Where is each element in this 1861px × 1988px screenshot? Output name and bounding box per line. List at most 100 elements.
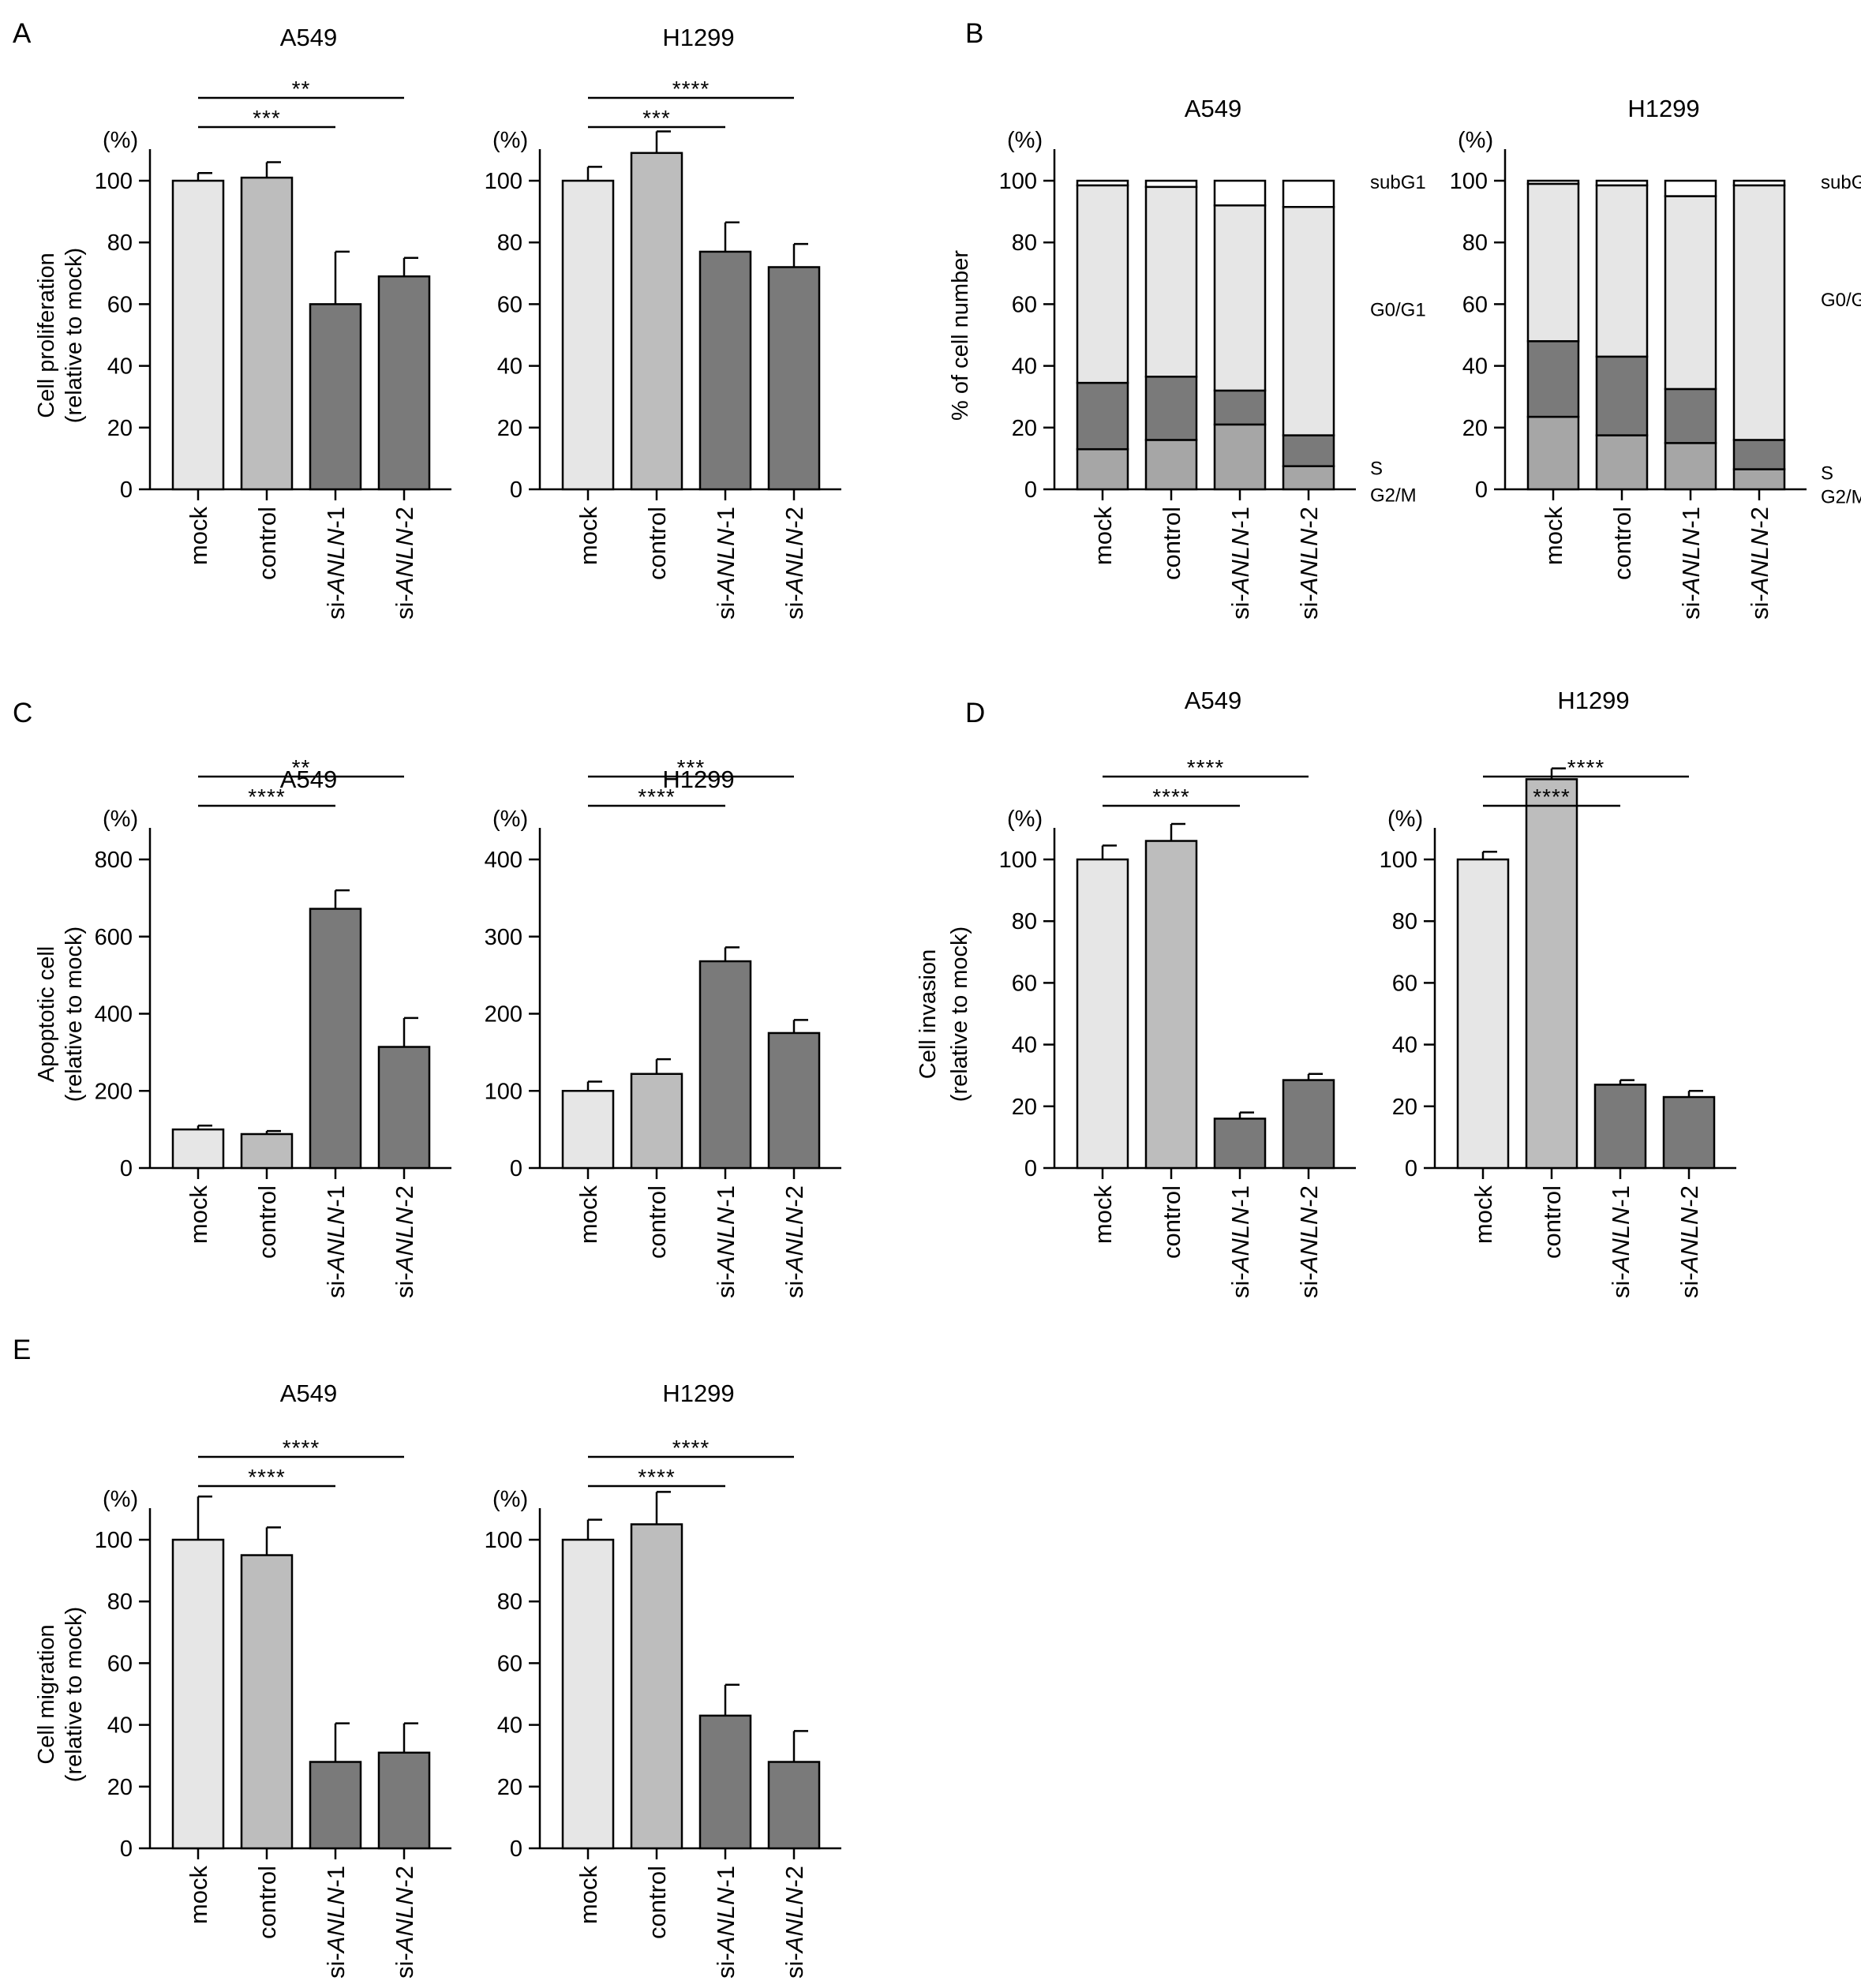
category-label-part: ANLN (391, 1207, 418, 1274)
y-tick-label: 80 (1462, 230, 1488, 256)
category-label: si-ANLN-1 (1226, 1185, 1254, 1298)
segment-s-control (1144, 376, 1198, 441)
bar-si-anln-1 (309, 908, 362, 1170)
y-tick-label: 100 (999, 169, 1037, 194)
chart-title: H1299 (662, 766, 734, 793)
y-axis-subtitle: (relative to mock) (62, 927, 87, 1102)
y-tick-label: 0 (510, 477, 522, 503)
category-label-part: si- (1226, 1272, 1254, 1298)
category-label-part: -2 (781, 507, 808, 529)
y-tick-label: 20 (107, 1775, 133, 1800)
significance-label: **** (1533, 784, 1571, 809)
y-tick-label: 60 (1392, 971, 1417, 996)
segment-g0g1-si-anln-2 (1282, 205, 1335, 436)
bar-si-anln-2 (1662, 1095, 1716, 1170)
significance-label: *** (642, 106, 671, 130)
segment-g2m-mock (1076, 447, 1129, 491)
category-label-part: ANLN (1295, 1207, 1323, 1274)
panel-letter: A (13, 18, 32, 49)
panel-letter: B (965, 18, 983, 49)
category-label: control (1158, 507, 1185, 580)
segment-g2m-control (1144, 439, 1198, 491)
segment-subg1-control (1144, 179, 1198, 189)
category-label-part: -2 (391, 1185, 418, 1207)
chart-title: H1299 (662, 24, 734, 51)
y-axis-subtitle: (relative to mock) (62, 248, 87, 423)
y-tick-label: 100 (95, 169, 133, 194)
category-label-part: ANLN (712, 528, 740, 595)
bar-mock (1456, 858, 1510, 1170)
category-label-part: -1 (712, 1866, 740, 1888)
segment-s-si-anln-2 (1282, 434, 1335, 467)
y-axis-subtitle: (relative to mock) (62, 1607, 87, 1782)
category-label: si-ANLN-2 (1746, 507, 1773, 620)
y-unit-label: (%) (1387, 807, 1423, 832)
significance-label: **** (638, 784, 676, 809)
category-label: si-ANLN-1 (712, 1185, 740, 1298)
panel-D: D Cell invasion (relative to mock) A549 (%) 0… (916, 687, 1736, 1298)
chart-title: A549 (1185, 687, 1241, 714)
category-label-part: ANLN (1226, 528, 1254, 595)
segment-s-si-anln-1 (1213, 389, 1267, 426)
category-label-part: ANLN (322, 1207, 350, 1274)
category-label-part: ANLN (1295, 528, 1323, 595)
y-tick-label: 100 (1380, 848, 1417, 873)
category-label: control (643, 1185, 671, 1259)
category-label-part: si- (322, 1952, 350, 1979)
segment-g0g1-si-anln-1 (1213, 204, 1267, 392)
y-tick-label: 0 (510, 1836, 522, 1862)
panel-C: C Apoptotic cell (relative to mock) A549 (%)… (13, 698, 841, 1298)
bar-si-anln-2 (377, 1751, 431, 1850)
y-unit-label: (%) (492, 128, 528, 153)
panel-letter: E (13, 1335, 31, 1365)
segment-g0g1-control (1144, 185, 1198, 378)
panel-letter: D (965, 698, 985, 728)
category-label-part: -1 (1226, 507, 1254, 529)
category-label: si-ANLN-2 (781, 507, 808, 620)
y-tick-label: 100 (485, 1079, 522, 1104)
category-label: si-ANLN-2 (391, 1185, 418, 1298)
category-label: mock (575, 1866, 602, 1925)
category-label: mock (575, 1185, 602, 1245)
chart-title: H1299 (1557, 687, 1629, 714)
bar-si-anln-2 (767, 1761, 821, 1850)
y-tick-label: 40 (1392, 1033, 1417, 1058)
significance-label: ** (292, 77, 311, 101)
y-tick-label: 60 (1012, 292, 1037, 317)
category-label: mock (185, 507, 212, 566)
bar-si-anln-1 (309, 1761, 362, 1850)
bar-mock (171, 1538, 225, 1850)
category-label: mock (1540, 507, 1567, 566)
category-label-part: si- (391, 1272, 418, 1298)
y-tick-label: 20 (497, 1775, 522, 1800)
category-label: si-ANLN-2 (781, 1185, 808, 1298)
category-label-part: -1 (1677, 507, 1705, 529)
y-tick-label: 40 (1462, 354, 1488, 380)
y-tick-label: 20 (1462, 416, 1488, 441)
category-label-part: -2 (391, 507, 418, 529)
panel-letter: C (13, 698, 32, 728)
y-tick-label: 300 (485, 925, 522, 950)
category-label-part: si- (712, 1952, 740, 1979)
category-label-part: ANLN (1226, 1207, 1254, 1274)
y-unit-label: (%) (1458, 128, 1493, 153)
y-unit-label: (%) (1007, 128, 1043, 153)
phase-label: S (1370, 459, 1383, 480)
panel-B: B % of cell number A549 (%) 0 20 40 60 80 100 mock… (948, 18, 1861, 620)
category-label: control (1158, 1185, 1185, 1259)
category-label-part: si- (1295, 593, 1323, 620)
y-tick-label: 60 (107, 292, 133, 317)
y-axis-title: Apoptotic cell (34, 946, 59, 1083)
category-label-part: ANLN (391, 528, 418, 595)
segment-g0g1-control (1595, 184, 1649, 358)
y-axis-title: % of cell number (948, 250, 973, 421)
significance-label: **** (1567, 755, 1605, 780)
segment-subg1-si-anln-1 (1664, 179, 1717, 197)
segment-g0g1-mock (1076, 184, 1129, 384)
segment-subg1-control (1595, 179, 1649, 187)
